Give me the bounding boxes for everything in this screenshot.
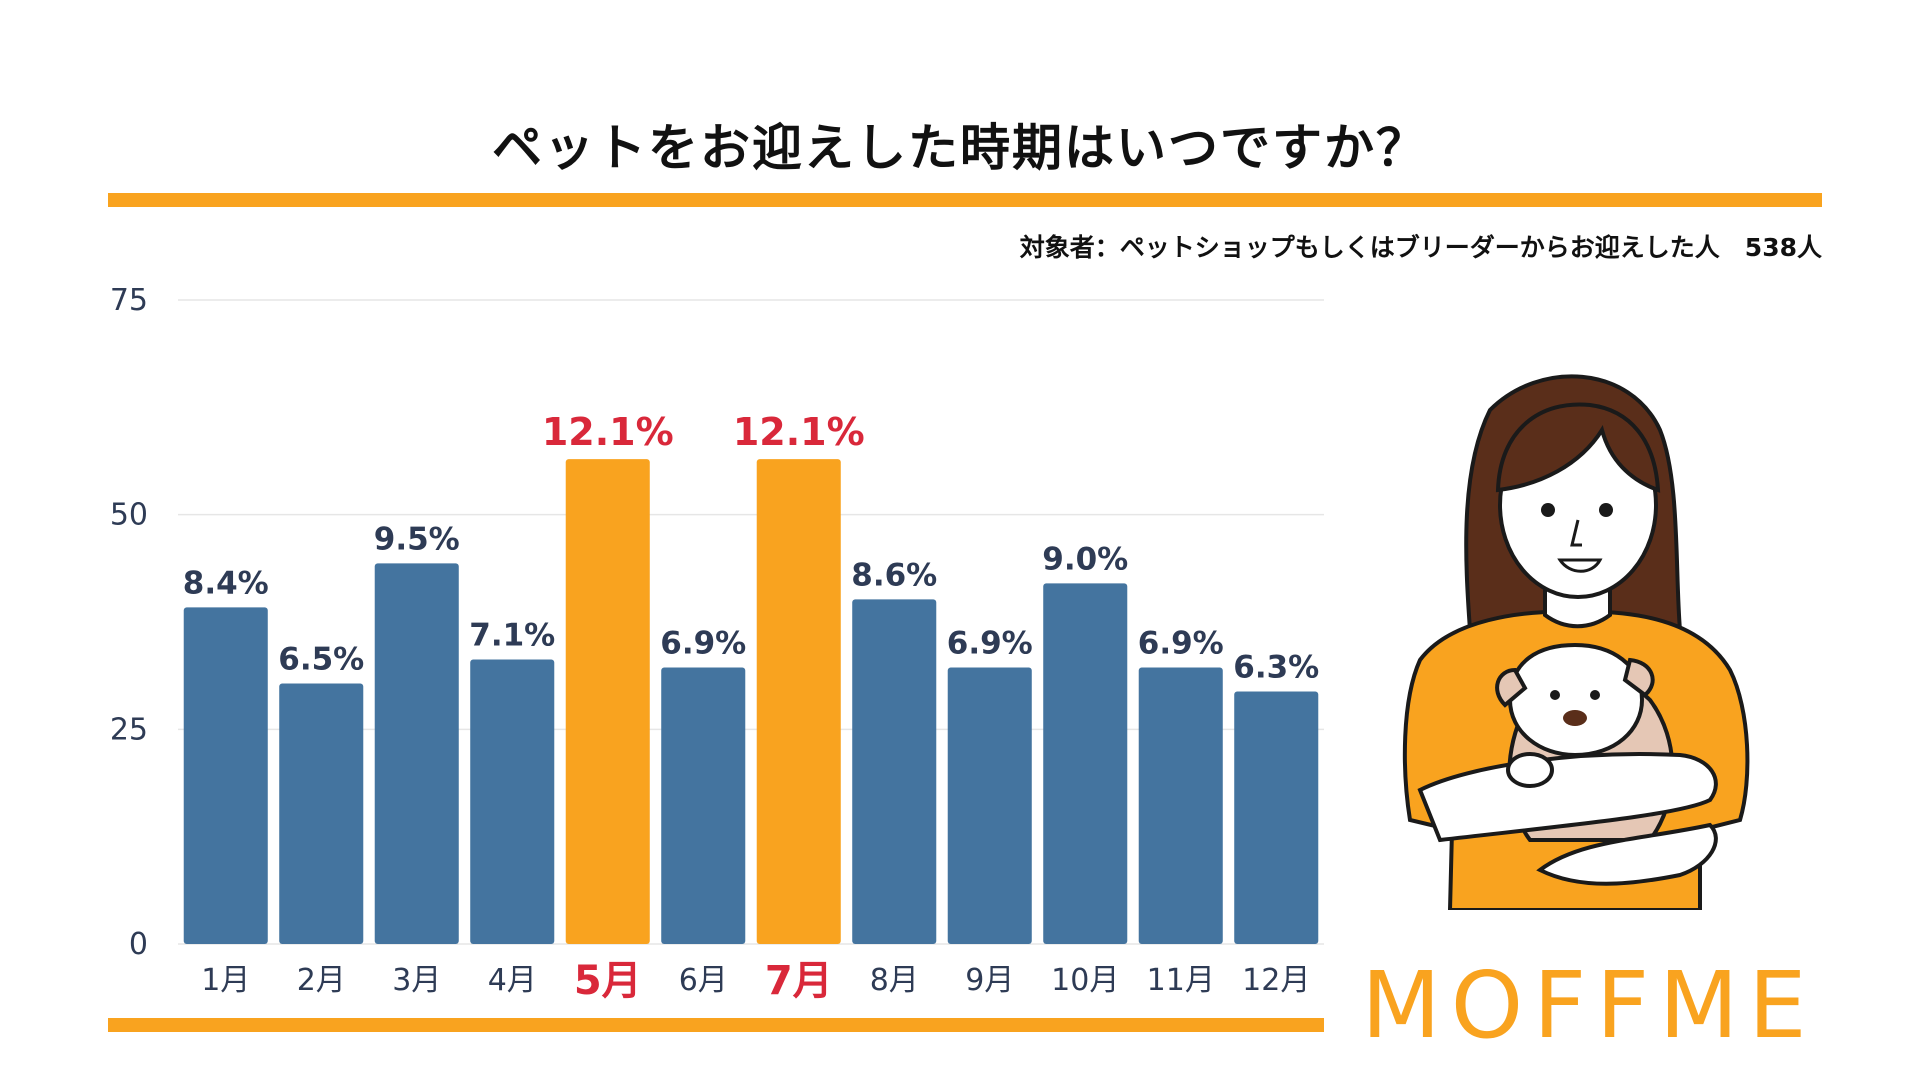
bar <box>1234 691 1319 944</box>
data-label: 8.6% <box>851 557 937 593</box>
woman-holding-dog-illustration <box>1402 374 1750 910</box>
x-tick-label: 12月 <box>1242 963 1310 998</box>
x-tick-label: 10月 <box>1051 963 1119 998</box>
bar <box>947 667 1032 944</box>
x-tick-label: 3月 <box>392 963 441 998</box>
data-label: 6.3% <box>1233 650 1319 686</box>
x-tick-label: 9月 <box>965 963 1014 998</box>
data-label: 12.1% <box>733 410 865 454</box>
bar <box>374 563 459 944</box>
chart-title: ペットをお迎えした時期はいつですか？ <box>492 119 1428 177</box>
dog-head <box>1507 642 1645 758</box>
data-label: 8.4% <box>183 565 269 601</box>
brand-logo: MOFFME <box>1361 952 1817 1059</box>
top-divider <box>108 193 1822 207</box>
bar <box>279 683 364 944</box>
data-label: 6.9% <box>947 626 1033 662</box>
bar <box>1138 667 1223 944</box>
data-label: 12.1% <box>542 410 674 454</box>
x-tick-label: 2月 <box>297 963 346 998</box>
bar <box>1043 583 1128 944</box>
bar <box>183 607 268 944</box>
x-tick-label: 7月 <box>765 958 833 1004</box>
x-tick-label: 6月 <box>679 963 728 998</box>
x-tick-label: 5月 <box>574 958 642 1004</box>
x-tick-label: 1月 <box>201 963 250 998</box>
data-label: 9.5% <box>374 521 460 557</box>
data-label: 9.0% <box>1042 541 1128 577</box>
bar <box>565 459 650 944</box>
data-label: 7.1% <box>469 617 555 653</box>
bar <box>852 599 937 944</box>
hair-bangs <box>1495 402 1661 493</box>
bar <box>756 459 841 944</box>
chart-subtitle: 対象者：ペットショップもしくはブリーダーからお迎えした人 538人 <box>1019 233 1822 262</box>
data-label: 6.9% <box>660 626 746 662</box>
y-tick-label: 25 <box>110 712 148 747</box>
bar <box>661 667 746 944</box>
bar-chart: 0 25 50 75 8.4% 1月 6.5% 2月 9.5% 3月 7.1% 4月 12.1% 5月 6.… <box>110 283 1324 1004</box>
data-label: 6.9% <box>1138 626 1224 662</box>
y-tick-label: 50 <box>110 498 148 533</box>
y-tick-label: 75 <box>110 283 148 318</box>
bottom-divider <box>108 1018 1324 1032</box>
x-tick-label: 11月 <box>1147 963 1215 998</box>
bar <box>470 659 555 944</box>
x-tick-label: 4月 <box>488 963 537 998</box>
y-tick-label: 0 <box>129 927 148 962</box>
data-label: 6.5% <box>278 642 364 678</box>
x-tick-label: 8月 <box>870 963 919 998</box>
